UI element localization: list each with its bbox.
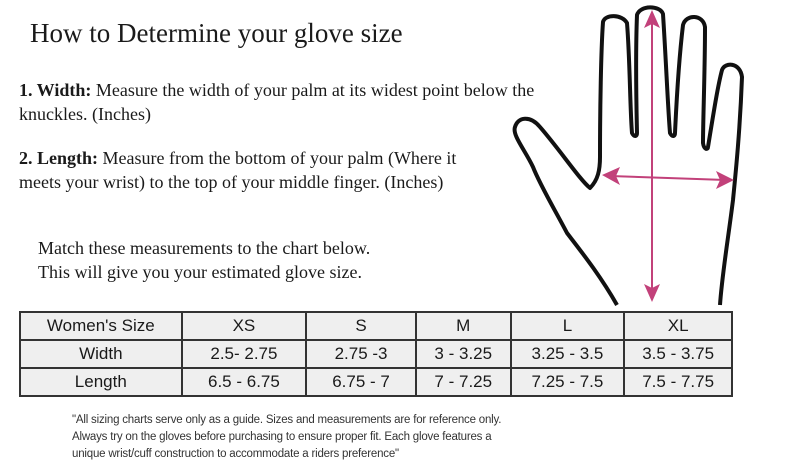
table-cell: 2.75 -3: [305, 339, 417, 369]
table-cell: 7 - 7.25: [414, 367, 512, 397]
width-text: Measure the width of your palm at its wi…: [19, 80, 535, 124]
size-chart-table: Women's Size XS S M L XL Width 2.5- 2.75…: [19, 311, 733, 397]
note-line: "All sizing charts serve only as a guide…: [72, 414, 502, 426]
note-line: unique wrist/cuff construction to accomm…: [72, 448, 399, 460]
table-row: Length 6.5 - 6.75 6.75 - 7 7 - 7.25 7.25…: [19, 367, 733, 397]
width-arrow: [602, 167, 734, 189]
table-cell: 3 - 3.25: [414, 339, 512, 369]
table-row: Width 2.5- 2.75 2.75 -3 3 - 3.25 3.25 - …: [19, 339, 733, 369]
match-line: This will give you your estimated glove …: [38, 262, 362, 282]
hand-outline: [512, 5, 744, 306]
match-line: Match these measurements to the chart be…: [38, 238, 371, 258]
length-text: Measure from the bottom of your palm (Wh…: [19, 148, 457, 192]
header-cell: XL: [623, 311, 733, 341]
row-label: Length: [19, 367, 183, 397]
table-cell: 7.5 - 7.75: [623, 367, 733, 397]
header-cell: M: [414, 311, 512, 341]
header-cell: L: [509, 311, 626, 341]
table-cell: 3.5 - 3.75: [623, 339, 733, 369]
table-cell: 2.5- 2.75: [180, 339, 308, 369]
table-cell: 6.75 - 7: [305, 367, 417, 397]
table-cell: 7.25 - 7.5: [509, 367, 626, 397]
table-header-row: Women's Size XS S M L XL: [19, 311, 733, 341]
header-cell: XS: [180, 311, 308, 341]
row-label: Width: [19, 339, 183, 369]
table-cell: 6.5 - 6.75: [180, 367, 308, 397]
disclaimer-note: "All sizing charts serve only as a guide…: [72, 412, 501, 463]
width-label: 1. Width:: [19, 80, 92, 100]
length-instruction: 2. Length: Measure from the bottom of yo…: [19, 146, 489, 194]
width-instruction: 1. Width: Measure the width of your palm…: [19, 78, 589, 126]
length-label: 2. Length:: [19, 148, 99, 168]
table-cell: 3.25 - 3.5: [509, 339, 626, 369]
header-cell: Women's Size: [19, 311, 183, 341]
length-arrow: [644, 10, 660, 302]
header-cell: S: [305, 311, 417, 341]
match-instruction: Match these measurements to the chart be…: [38, 236, 370, 284]
note-line: Always try on the gloves before purchasi…: [72, 431, 492, 443]
page-title: How to Determine your glove size: [30, 18, 403, 48]
